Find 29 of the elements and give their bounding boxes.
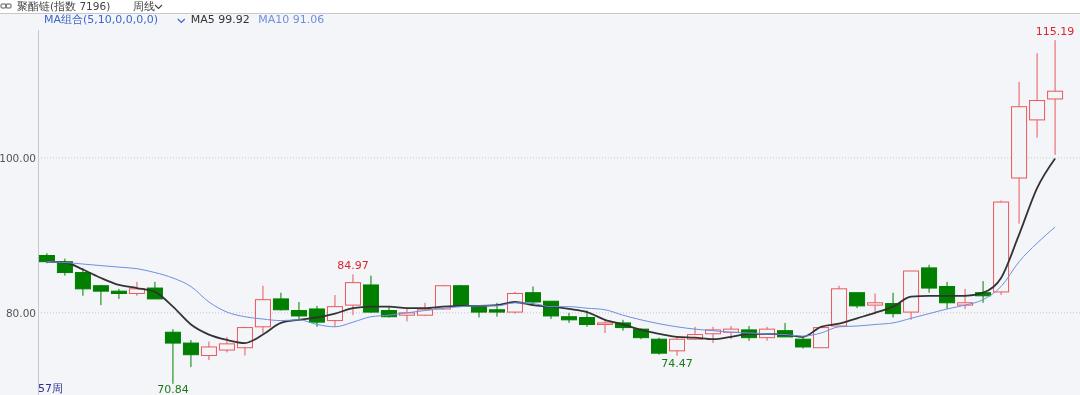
- line-series: [46, 226, 1056, 337]
- candlestick: [560, 312, 578, 324]
- chart-title: 聚酯链(指数 7196): [17, 0, 111, 12]
- candlestick: [74, 267, 91, 297]
- annotation: 74.47: [661, 356, 693, 370]
- candlestick: [290, 301, 307, 321]
- candlestick: [1029, 52, 1046, 139]
- chart-subtitle: 周线: [133, 0, 155, 12]
- candlestick: [236, 326, 253, 356]
- annotation: 57周: [38, 382, 63, 395]
- annotation: 70.84: [157, 383, 189, 395]
- candlestick: [164, 328, 181, 385]
- candlestick: [867, 292, 884, 315]
- candlestick: [597, 318, 614, 334]
- candlestick: [344, 273, 361, 316]
- annotation: 84.97: [337, 259, 369, 273]
- candlestick: [110, 288, 127, 300]
- y-tick-label: 100.00: [0, 151, 36, 164]
- annotation: 115.19: [1035, 25, 1075, 39]
- candlestick: [921, 264, 938, 294]
- candlestick: [200, 341, 217, 361]
- text: MA5 99.92: [190, 13, 250, 26]
- candlestick: [669, 335, 686, 357]
- text: MA组合(5,10,0,0,0,0): [44, 13, 159, 26]
- candlestick: [182, 339, 199, 368]
- candlestick: [488, 302, 505, 318]
- candlestick: [1047, 39, 1064, 156]
- text: MA10 91.06: [258, 13, 325, 26]
- y-tick-label: 80.00: [5, 306, 36, 319]
